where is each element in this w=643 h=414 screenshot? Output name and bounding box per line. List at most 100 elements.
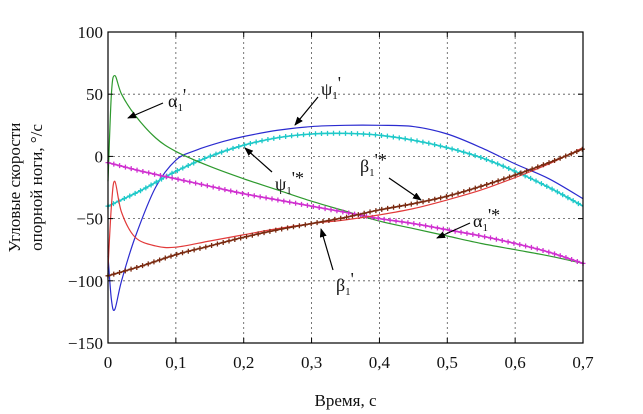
- series-marker: [153, 179, 159, 185]
- series-marker: [391, 204, 397, 210]
- series-marker: [242, 142, 248, 148]
- series-marker: [426, 140, 432, 146]
- series-marker: [396, 135, 402, 141]
- series-marker: [349, 213, 355, 219]
- series-marker: [307, 131, 313, 137]
- series-marker: [467, 187, 473, 193]
- series-marker: [432, 196, 438, 202]
- series-marker: [579, 146, 585, 152]
- series-marker: [334, 208, 340, 214]
- series-marker: [528, 244, 534, 250]
- annotation-arrow: [294, 96, 319, 126]
- series-marker: [146, 170, 152, 176]
- series-marker: [455, 147, 461, 153]
- series-marker: [168, 253, 174, 259]
- series-marker: [429, 224, 435, 230]
- series-5: [105, 146, 585, 279]
- series-marker: [343, 130, 349, 136]
- series-marker: [169, 170, 175, 176]
- series-marker: [295, 132, 301, 138]
- series-marker: [157, 257, 163, 263]
- series-marker: [313, 131, 319, 137]
- series-marker: [207, 153, 213, 159]
- series-marker: [493, 236, 499, 242]
- series-marker: [535, 164, 541, 170]
- series-marker: [222, 187, 228, 193]
- series-marker: [302, 222, 308, 228]
- y-axis-label: Угловые скорости опорной ноги, °/с: [5, 123, 46, 253]
- series-marker: [568, 151, 574, 157]
- series-marker: [145, 261, 151, 267]
- series-marker: [552, 251, 558, 257]
- series-line: [107, 161, 584, 265]
- series-marker: [117, 163, 123, 169]
- series-marker: [185, 162, 191, 168]
- series-marker: [346, 210, 352, 216]
- series-marker: [226, 238, 232, 244]
- series-marker: [180, 250, 186, 256]
- series-marker: [283, 134, 289, 140]
- annotation-label: ψ1': [321, 73, 341, 102]
- series-marker: [523, 243, 529, 249]
- series-marker: [557, 253, 563, 259]
- series-marker: [111, 161, 117, 167]
- series-marker: [261, 230, 267, 236]
- series-marker: [128, 266, 134, 272]
- series-marker: [472, 185, 478, 191]
- annotation-a1s: α1'*: [436, 205, 500, 239]
- series-marker: [289, 133, 295, 139]
- y-axis-label-line: опорной ноги, °/с: [27, 124, 46, 251]
- series-marker: [228, 188, 234, 194]
- series-marker: [426, 197, 432, 203]
- series-marker: [326, 217, 332, 223]
- series-line: [107, 132, 584, 207]
- series-marker: [449, 192, 455, 198]
- series-marker: [396, 203, 402, 209]
- annotation-label: β1': [336, 269, 354, 298]
- series-marker: [489, 180, 495, 186]
- annotation-b1s: β1'*: [360, 150, 422, 201]
- series-marker: [322, 206, 328, 212]
- series-marker: [132, 190, 138, 196]
- series-marker: [238, 235, 244, 241]
- series-marker: [367, 209, 373, 215]
- series-marker: [251, 193, 257, 199]
- series-marker: [220, 239, 226, 245]
- x-tick-label: 0,5: [437, 353, 458, 372]
- annotation-arrow: [244, 147, 273, 173]
- y-axis-label-line: Угловые скорости: [5, 123, 24, 253]
- series-marker: [314, 220, 320, 226]
- series-marker: [518, 170, 524, 176]
- series-marker: [361, 210, 367, 216]
- series-marker: [308, 221, 314, 227]
- series-marker: [411, 221, 417, 227]
- series-marker: [175, 176, 181, 182]
- series-marker: [570, 198, 576, 204]
- series-marker: [213, 151, 219, 157]
- series-marker: [393, 218, 399, 224]
- series-marker: [402, 202, 408, 208]
- series-marker: [417, 222, 423, 228]
- series-marker: [405, 220, 411, 226]
- series-marker: [332, 216, 338, 222]
- series-marker: [557, 155, 563, 161]
- series-marker: [355, 131, 361, 137]
- series-marker: [432, 142, 438, 148]
- series-marker: [565, 195, 571, 201]
- series-marker: [275, 197, 281, 203]
- series-marker: [134, 167, 140, 173]
- series-marker: [381, 216, 387, 222]
- series-marker: [529, 166, 535, 172]
- series-marker: [209, 242, 215, 248]
- series-0: [107, 124, 584, 312]
- series-marker: [440, 226, 446, 232]
- series-marker: [143, 185, 149, 191]
- x-tick-label: 0,3: [301, 353, 322, 372]
- series-line: [107, 147, 584, 269]
- series-marker: [197, 245, 203, 251]
- series-marker: [180, 165, 186, 171]
- series-marker: [511, 168, 517, 174]
- series-marker: [569, 257, 575, 263]
- series-marker: [540, 162, 546, 168]
- series-marker: [379, 206, 385, 212]
